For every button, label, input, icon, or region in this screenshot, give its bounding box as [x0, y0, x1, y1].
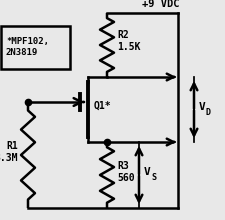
Text: V: V	[143, 167, 150, 177]
Text: Q1*: Q1*	[94, 101, 111, 110]
Text: R3
560: R3 560	[117, 161, 134, 183]
Text: S: S	[150, 174, 155, 183]
Text: *MPF102,
2N3819: *MPF102, 2N3819	[6, 37, 49, 57]
Text: V: V	[198, 101, 205, 112]
Text: D: D	[205, 108, 210, 117]
FancyBboxPatch shape	[2, 26, 70, 68]
Text: R1
3.3M: R1 3.3M	[0, 141, 18, 163]
Text: +9 VDC: +9 VDC	[142, 0, 179, 9]
Text: R2
1.5K: R2 1.5K	[117, 30, 140, 52]
